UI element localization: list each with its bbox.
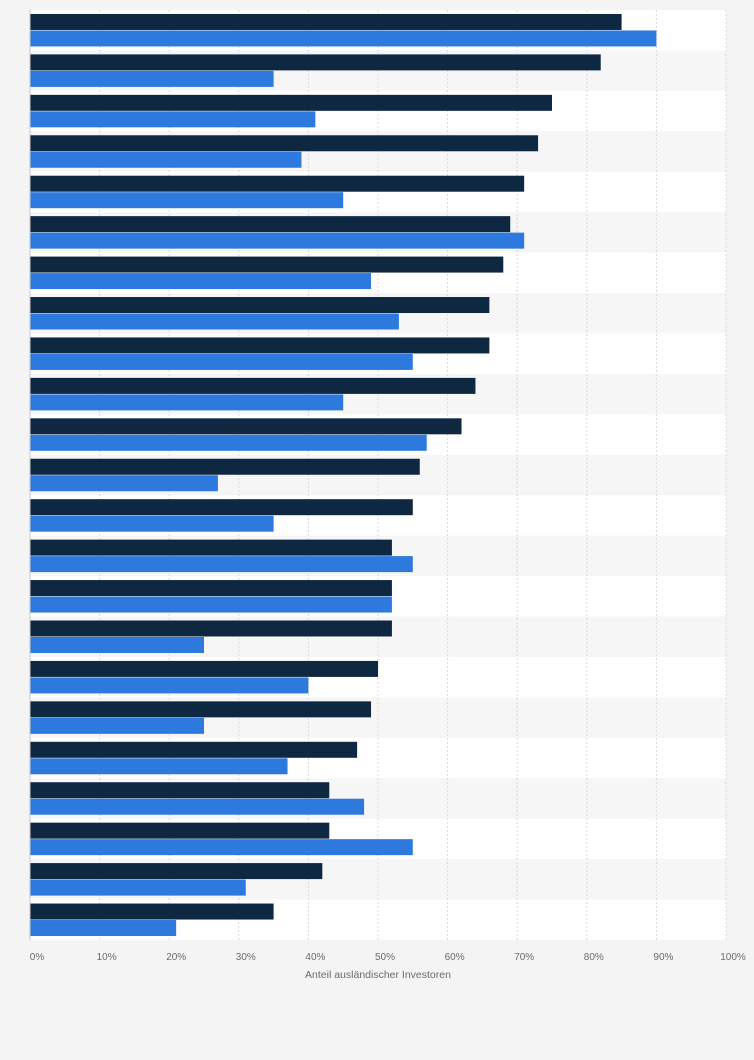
bars (30, 13, 657, 937)
bar-series-1-row-11[interactable] (30, 418, 462, 435)
bar-series-1-row-7[interactable] (30, 256, 504, 273)
bar-series-1-row-6[interactable] (30, 216, 511, 233)
x-tick-label: 90% (653, 952, 673, 963)
bar-series-1-row-17[interactable] (30, 660, 378, 677)
bar-series-1-row-4[interactable] (30, 135, 539, 152)
x-tick-label: 30% (236, 952, 256, 963)
x-tick-label: 40% (305, 952, 325, 963)
x-tick-label: 80% (584, 952, 604, 963)
x-tick-label: 100% (720, 952, 746, 963)
bar-series-2-row-9[interactable] (30, 353, 413, 370)
bar-series-2-row-21[interactable] (30, 839, 413, 856)
bar-series-1-row-22[interactable] (30, 863, 323, 880)
bar-series-2-row-14[interactable] (30, 556, 413, 573)
bar-series-1-row-5[interactable] (30, 175, 525, 192)
bar-series-1-row-13[interactable] (30, 499, 413, 516)
bar-series-1-row-19[interactable] (30, 741, 358, 758)
bar-series-2-row-15[interactable] (30, 596, 392, 613)
bar-series-2-row-3[interactable] (30, 111, 316, 128)
bar-series-1-row-15[interactable] (30, 580, 392, 597)
bar-series-1-row-2[interactable] (30, 54, 601, 71)
x-tick-label: 70% (514, 952, 534, 963)
bar-series-2-row-17[interactable] (30, 677, 309, 694)
bar-series-1-row-1[interactable] (30, 13, 622, 30)
bar-series-1-row-8[interactable] (30, 297, 490, 314)
x-tick-label: 60% (445, 952, 465, 963)
bar-series-2-row-22[interactable] (30, 879, 246, 896)
bar-series-1-row-20[interactable] (30, 782, 330, 799)
bar-series-1-row-23[interactable] (30, 903, 274, 920)
bar-series-2-row-19[interactable] (30, 758, 288, 775)
bar-series-2-row-1[interactable] (30, 30, 657, 47)
bar-series-2-row-16[interactable] (30, 636, 204, 653)
bar-series-2-row-5[interactable] (30, 192, 344, 209)
gridlines (99, 10, 727, 940)
bar-series-2-row-7[interactable] (30, 273, 372, 290)
bar-series-2-row-8[interactable] (30, 313, 399, 330)
bar-series-2-row-13[interactable] (30, 515, 274, 532)
bar-series-2-row-18[interactable] (30, 717, 204, 734)
x-tick-label: 0% (30, 952, 45, 963)
x-tick-label: 50% (375, 952, 395, 963)
x-tick-labels: 0% 10% 20% 30% 40% 50% 60% 70% 80% 90% 100% (30, 952, 746, 963)
bar-series-1-row-21[interactable] (30, 822, 330, 839)
bar-series-2-row-4[interactable] (30, 151, 302, 168)
x-axis-title: Anteil ausländischer Investoren (305, 969, 451, 981)
bar-series-1-row-14[interactable] (30, 539, 392, 556)
bar-series-2-row-10[interactable] (30, 394, 344, 411)
bar-series-1-row-9[interactable] (30, 337, 490, 354)
bar-series-1-row-3[interactable] (30, 94, 552, 111)
bar-series-2-row-2[interactable] (30, 70, 274, 87)
bar-series-2-row-23[interactable] (30, 920, 177, 937)
x-tick-label: 10% (97, 952, 117, 963)
bar-series-2-row-6[interactable] (30, 232, 525, 249)
bar-series-2-row-12[interactable] (30, 475, 218, 492)
bar-series-1-row-12[interactable] (30, 458, 420, 475)
bar-series-1-row-18[interactable] (30, 701, 372, 718)
bar-series-2-row-20[interactable] (30, 798, 365, 815)
x-tick-label: 20% (166, 952, 186, 963)
bar-series-1-row-10[interactable] (30, 377, 476, 394)
bar-series-1-row-16[interactable] (30, 620, 392, 637)
bar-series-2-row-11[interactable] (30, 434, 427, 451)
